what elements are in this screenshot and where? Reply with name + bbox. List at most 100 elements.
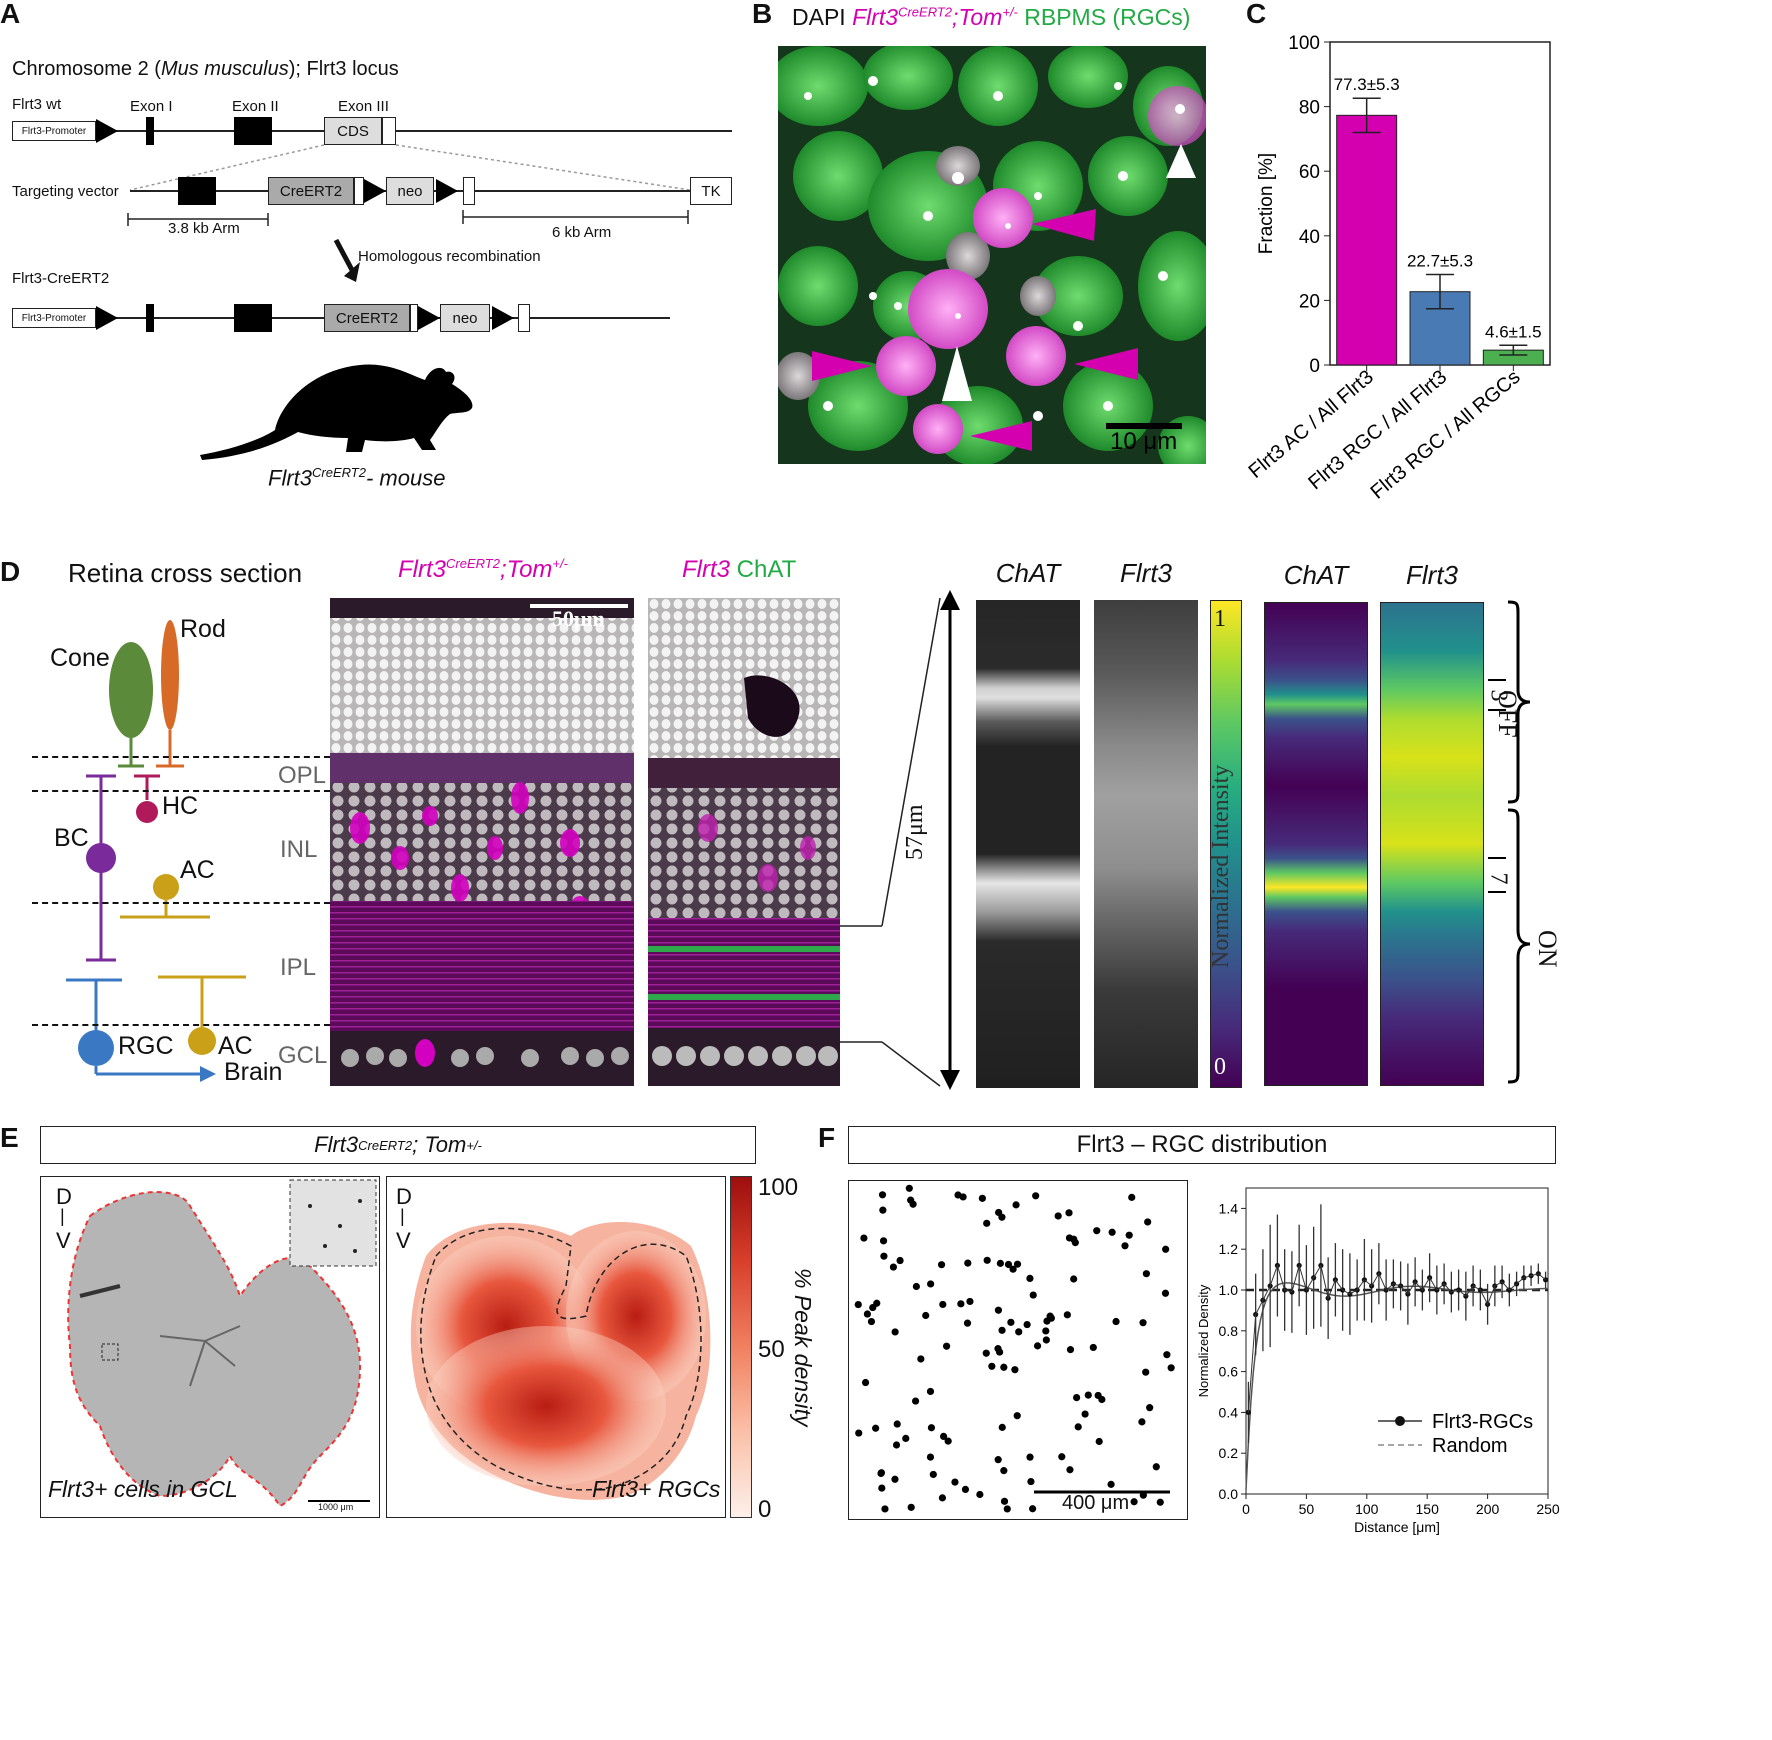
density-line-chart: 0.0 0.2 0.4 0.6 0.8 1.0 1.2 1.4 0 50 100 150 200 250 D… — [1196, 1187, 1560, 1535]
data-point — [1245, 1409, 1252, 1415]
x-axis-label: Distance [μm] — [1354, 1519, 1440, 1535]
left-caption: Flrt3+ cells in GCL — [48, 1476, 238, 1502]
off-on-brackets — [1488, 600, 1531, 1084]
rgc-dot — [994, 1345, 1002, 1353]
scale-f: 400 μm — [1062, 1492, 1130, 1514]
rgc-dot — [1032, 1192, 1040, 1200]
exon-2 — [234, 117, 272, 145]
rgc-dot — [891, 1475, 899, 1483]
plot-frame — [1245, 1187, 1549, 1495]
rgc-dot — [966, 1297, 974, 1306]
mouse-silhouette — [200, 364, 473, 460]
rgc-dot — [963, 1319, 972, 1327]
cb-max: 1 — [1214, 606, 1226, 632]
x-tick-label: 0 — [1242, 1501, 1250, 1517]
tv-neo: neo — [386, 177, 434, 205]
rgc-dot — [926, 1387, 935, 1396]
panel-label-b: B — [752, 0, 773, 29]
rgc-dot — [917, 1355, 925, 1363]
cb-e-100: 100 — [758, 1174, 799, 1201]
rgc-dot — [912, 1282, 920, 1291]
rgc-dot — [854, 1300, 862, 1309]
rgc-dot — [1162, 1245, 1170, 1253]
y-tick-label: 0.4 — [1219, 1404, 1239, 1420]
heatmap-chat — [1264, 602, 1368, 1086]
stripe-flrt3-title: Flrt3 — [1120, 558, 1172, 588]
rgc-dot — [1071, 1239, 1079, 1247]
rgc-dot — [879, 1237, 888, 1245]
rgc-dot — [1000, 1363, 1008, 1371]
x-tick-label: 150 — [1416, 1501, 1440, 1517]
y-tick-label: 1.4 — [1219, 1200, 1239, 1216]
rgc-dot — [994, 1306, 1003, 1314]
rgc-dot-map — [848, 1180, 1188, 1520]
rgc-dot — [1011, 1366, 1019, 1374]
rgc-dot — [929, 1470, 937, 1479]
rgc-dot — [1026, 1453, 1034, 1461]
bar — [1336, 114, 1398, 366]
cb-min: 0 — [1214, 1054, 1226, 1080]
value-label: 22.7±5.3 — [1407, 252, 1473, 271]
rgc-dot — [907, 1503, 915, 1511]
right-caption: Flrt3+ RGCs — [592, 1476, 721, 1502]
rgc-dot — [1066, 1346, 1075, 1354]
x-tick-label: Flrt3 AC / All Flrt3 — [1245, 366, 1378, 483]
rgc-dot — [878, 1484, 886, 1492]
rgc-dot — [983, 1219, 991, 1227]
rgc-dot — [1130, 1498, 1138, 1506]
rgc-dot — [1070, 1275, 1078, 1283]
locus-title: Chromosome 2 (Mus musculus); Flrt3 locus — [12, 58, 399, 80]
tv-arrow-1 — [364, 179, 386, 203]
arm-right: 6 kb Arm — [552, 224, 612, 241]
rgc-dot — [1065, 1209, 1073, 1217]
rgc-dot — [1013, 1260, 1022, 1268]
layer-gcl: GCL — [278, 1042, 328, 1069]
rgc-dot — [1029, 1291, 1037, 1299]
x-tick-label: 100 — [1355, 1501, 1379, 1517]
rgc-dot — [1033, 1342, 1042, 1350]
rgc-dot — [1000, 1467, 1008, 1475]
section-2-title: Flrt3 ChAT — [682, 556, 797, 583]
panel-f-header: Flrt3 – RGC distribution — [848, 1126, 1556, 1164]
brain-label: Brain — [224, 1058, 283, 1086]
cds-box: CDS — [324, 117, 382, 145]
section-1-title: Flrt3CreERT2;Tom+/- — [398, 556, 568, 583]
rgc-dot — [927, 1280, 935, 1288]
rgc-dot — [1142, 1270, 1150, 1278]
rgc-dot — [983, 1256, 991, 1264]
rgc-dot — [892, 1441, 901, 1449]
rgc-dot — [1146, 1404, 1154, 1412]
y-tick-label: 0.2 — [1219, 1445, 1239, 1461]
rgc-dot — [1128, 1193, 1136, 1201]
rgc-dot — [1042, 1327, 1050, 1335]
rgc-dot — [1163, 1351, 1171, 1359]
rgc-dot — [1054, 1212, 1062, 1220]
rgc-dot — [1023, 1320, 1031, 1329]
rgc-dot — [1007, 1318, 1015, 1326]
rgc-dot — [1000, 1497, 1009, 1505]
promoter-arrow — [96, 119, 118, 143]
rgc-dot — [1084, 1391, 1092, 1399]
data-line — [1247, 1263, 1546, 1413]
bc-label: BC — [54, 824, 89, 852]
hc-label: HC — [162, 792, 199, 820]
rgc-dot — [942, 1342, 951, 1350]
microscopy-legend: DAPI Flrt3CreERT2;Tom+/- RBPMS (RGCs) — [792, 4, 1191, 30]
rgc-dot — [1081, 1410, 1089, 1418]
on-label: ON — [1533, 930, 1562, 968]
allele-neo: neo — [440, 304, 490, 332]
x-tick-label: 200 — [1476, 1501, 1500, 1517]
rgc-dot — [1074, 1423, 1082, 1431]
retina-schematic — [66, 620, 246, 1082]
rgc-dot — [926, 1453, 935, 1461]
rgc-dot — [937, 1261, 946, 1269]
cb-e-0: 0 — [758, 1496, 772, 1523]
legend-label: Flrt3-RGCs — [1432, 1411, 1533, 1433]
rgc-dot — [1065, 1234, 1074, 1242]
x-tick-label: Flrt3 RGC / All Flrt3 — [1304, 366, 1451, 494]
rgc-dot — [988, 1362, 996, 1370]
rgc-dot — [1063, 1311, 1071, 1319]
ac-label-1: AC — [180, 856, 215, 884]
micrograph-b — [778, 46, 1206, 464]
rgc-dot — [1058, 1453, 1066, 1461]
